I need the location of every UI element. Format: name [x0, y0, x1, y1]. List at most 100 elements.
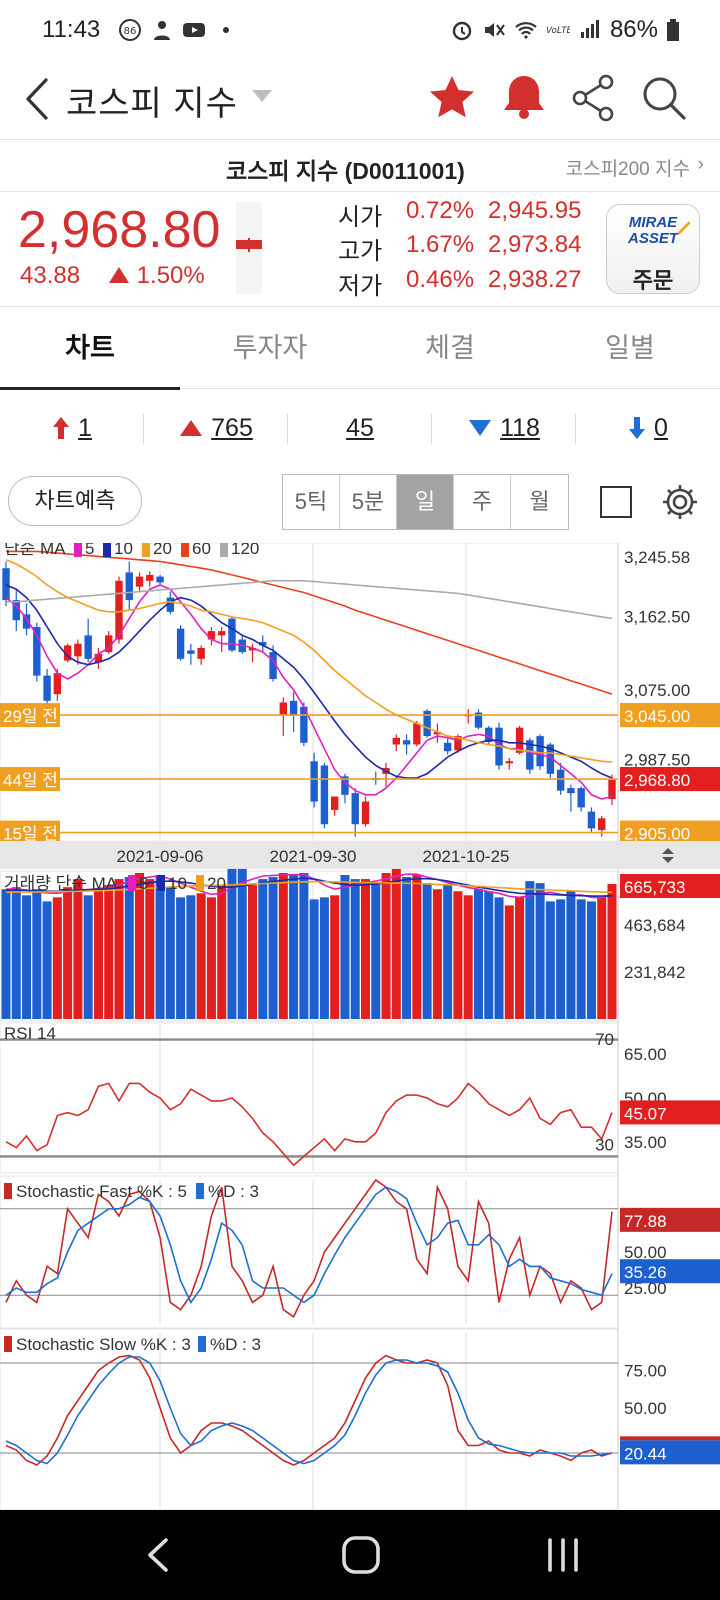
price-ma-5-line [5, 584, 613, 800]
tab-trades[interactable]: 체결 [425, 333, 475, 363]
legend-swatch [4, 1183, 12, 1199]
volume-bar [432, 889, 442, 1019]
order-button[interactable]: MIRAE ASSET 주문 [606, 204, 700, 294]
price-change-pct-value: 1.50% [136, 262, 205, 289]
volume-bar [556, 899, 566, 1019]
candle-body [166, 597, 175, 612]
high-pct: 1.67% [406, 231, 475, 258]
period-selector: 5틱 5분 일 주 월 [282, 474, 569, 530]
status-bar: 11:43 86 VoLTE 86% [0, 0, 720, 60]
share-icon[interactable] [566, 70, 622, 126]
tab-investor[interactable]: 투자자 [232, 333, 308, 363]
candle-body [53, 673, 62, 695]
lower-limit-count[interactable]: 0 [576, 390, 720, 466]
low-value: 2,938.27 [488, 266, 582, 293]
volume-bar [360, 879, 371, 1019]
tab-daily[interactable]: 일별 [605, 333, 655, 363]
candle-body [74, 643, 82, 657]
volume-bar [278, 873, 288, 1019]
current-price: 2,968.80 [18, 201, 221, 259]
volume-bar [525, 881, 535, 1019]
page-title[interactable]: 코스피 지수 [66, 85, 238, 123]
nav-home-icon[interactable] [338, 1532, 384, 1578]
period-5tick[interactable]: 5틱 [283, 475, 340, 529]
volume-bar [586, 901, 596, 1019]
volume-bar [597, 897, 607, 1019]
nav-back-icon[interactable] [136, 1532, 182, 1578]
period-day[interactable]: 일 [397, 475, 454, 529]
candle-body [217, 631, 226, 636]
candle-body [2, 568, 10, 601]
volume-bar [535, 883, 545, 1019]
stoch-fast-title: Stochastic Fast %K : 5 [16, 1182, 187, 1201]
rsi-last-tag: 45.07 [624, 1104, 667, 1123]
candle-body [567, 788, 575, 794]
upper-limit-count[interactable]: 1 [0, 390, 144, 466]
candle-body [135, 576, 144, 587]
legend-swatch [181, 543, 189, 557]
volume-bar [350, 879, 360, 1019]
advancers-count[interactable]: 765 [144, 390, 288, 466]
system-icons: VoLTE 86% [450, 16, 680, 44]
period-5min[interactable]: 5분 [340, 475, 397, 529]
price-line-label: 44일 전 [3, 771, 58, 790]
period-month[interactable]: 월 [529, 489, 550, 514]
volume-bar [545, 901, 555, 1019]
candle-body [248, 647, 257, 651]
system-nav-bar [0, 1510, 720, 1600]
date-tick: 2021-09-30 [270, 847, 357, 866]
app-bar: 코스피 지수 [0, 60, 720, 140]
unchanged-count[interactable]: 45 [288, 390, 432, 466]
volume-bar [206, 897, 216, 1019]
tab-chart[interactable]: 차트 [0, 307, 180, 390]
related-index-link[interactable]: 코스피200 지수 [565, 159, 690, 180]
candle-body [156, 576, 164, 583]
candle-body [608, 779, 616, 800]
volume-bar [135, 873, 145, 1019]
volume-bar [381, 873, 391, 1019]
star-icon[interactable] [424, 70, 480, 126]
fullscreen-toggle-icon[interactable] [600, 486, 632, 518]
candle-body [279, 702, 288, 716]
period-week[interactable]: 주 [454, 475, 511, 529]
candle-body [289, 700, 298, 716]
rsi-title: RSI 14 [4, 1024, 56, 1043]
back-arrow-icon[interactable] [18, 74, 54, 124]
gear-icon[interactable] [660, 482, 700, 522]
legend-swatch [198, 1336, 206, 1352]
chevron-right-icon[interactable]: › [697, 154, 704, 175]
unchanged-value: 45 [346, 413, 374, 442]
chart-area[interactable]: 29일 전 3,045.00 44일 전 2,968.80 15일 전 2,905.00 3… [0, 543, 720, 1510]
price-y-tick: 3,075.00 [624, 681, 690, 700]
open-pct: 0.72% [406, 197, 475, 224]
decliners-value: 118 [500, 413, 540, 442]
price-ma-120-line [6, 579, 613, 620]
candle-body [33, 626, 41, 676]
candle-body [515, 727, 524, 753]
price-y-tick: 3,162.50 [624, 607, 690, 626]
index-name-bar: 코스피 지수 (D0011001) 코스피200 지수 › [0, 140, 720, 192]
volume-bar [93, 889, 103, 1019]
bell-icon[interactable] [496, 70, 552, 126]
battery-level: 86% [609, 16, 658, 43]
volume-bar [268, 877, 278, 1019]
legend-label: 120 [231, 543, 259, 558]
chevron-down-icon[interactable] [250, 88, 274, 104]
candle-body [146, 574, 154, 581]
stoch-slow-d-tag-bg [620, 1440, 720, 1465]
volume-bar [576, 899, 586, 1019]
volume-bar [11, 887, 21, 1019]
decliners-count[interactable]: 118 [432, 390, 576, 466]
volume-y-tick: 231,842 [624, 963, 685, 982]
candle-body [22, 614, 31, 629]
candle-body [556, 769, 565, 791]
stoch-slow-series-0-line [5, 1354, 613, 1466]
low-label: 저가 [338, 273, 383, 300]
volume-bar [309, 899, 319, 1019]
search-icon[interactable] [636, 70, 692, 126]
nav-recents-icon[interactable] [540, 1532, 586, 1578]
chart-predict-button[interactable]: 차트예측 [8, 476, 142, 526]
volume-bar [73, 879, 83, 1019]
legend-swatch [103, 543, 111, 557]
panel-resize-icon [662, 848, 674, 863]
